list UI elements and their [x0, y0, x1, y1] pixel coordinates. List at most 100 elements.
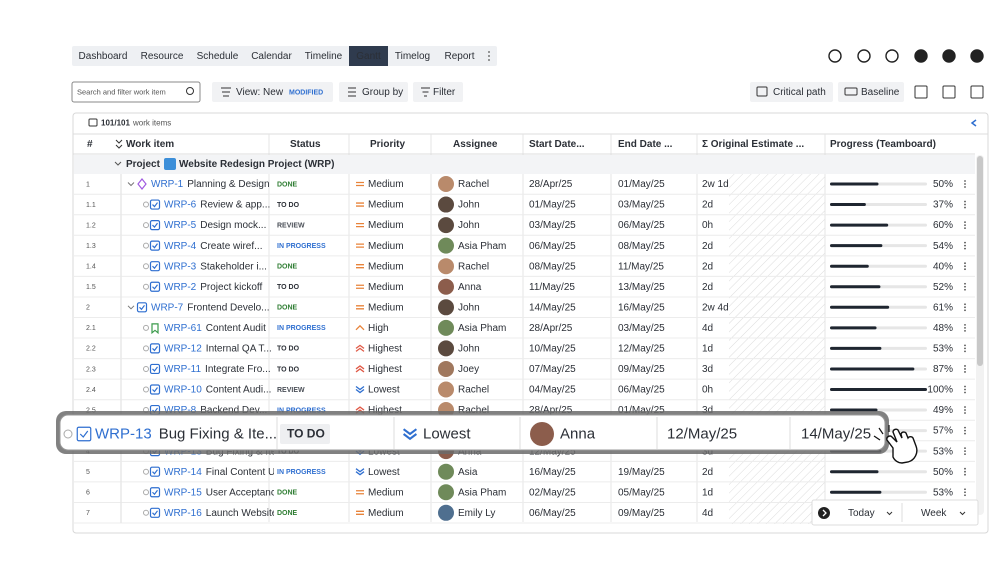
group-by-button[interactable]: Group by — [362, 87, 403, 98]
work-item-key[interactable]: WRP-6 — [164, 200, 197, 211]
toolbar-icon[interactable] — [942, 49, 956, 63]
task-check — [79, 430, 89, 438]
critical-path-button[interactable]: Critical path — [773, 87, 826, 98]
caret[interactable] — [127, 182, 135, 187]
column-header[interactable]: Work item — [126, 139, 174, 150]
baseline-button[interactable]: Baseline — [861, 87, 900, 98]
nav-tab[interactable]: Schedule — [197, 51, 239, 62]
tree-dot — [143, 345, 149, 352]
toolbar-icon[interactable] — [914, 85, 928, 99]
work-item-key[interactable]: WRP-8 — [164, 405, 197, 416]
column-header[interactable]: Σ Original Estimate ... — [702, 139, 804, 150]
row-menu-dot — [964, 412, 966, 414]
task-icon — [149, 199, 161, 210]
search-box[interactable] — [71, 81, 201, 103]
column-header[interactable]: Status — [290, 139, 321, 150]
more-dot — [488, 51, 490, 53]
work-item-key[interactable]: WRP-11 — [164, 364, 201, 375]
work-item-key[interactable]: WRP-4 — [164, 241, 197, 252]
avatar — [438, 340, 454, 357]
collapse-icon[interactable] — [970, 119, 977, 127]
row-menu-dot — [964, 347, 966, 350]
nav-tab[interactable]: Gantt — [356, 51, 381, 62]
estimate: 2d — [702, 200, 713, 211]
toolbar-button[interactable] — [339, 82, 408, 102]
progress-bar — [830, 408, 878, 412]
caret[interactable] — [127, 305, 135, 310]
progress-bar — [830, 490, 882, 494]
priority-icon — [356, 305, 364, 310]
toolbar-icon[interactable] — [885, 49, 899, 63]
toolbar-icon[interactable] — [970, 49, 984, 63]
work-item-key[interactable]: WRP-61 — [164, 323, 202, 334]
row-menu-dot — [964, 371, 966, 373]
column-header[interactable]: Start Date... — [529, 139, 585, 150]
toolbar-icon[interactable] — [970, 85, 984, 99]
start-date: 28/Apr/25 — [529, 405, 573, 416]
work-item-key[interactable]: WRP-16 — [164, 508, 202, 519]
task-icon — [136, 302, 148, 313]
toolbar-button[interactable] — [750, 82, 833, 102]
caret — [114, 161, 122, 166]
work-item-key[interactable]: WRP-1 — [151, 179, 184, 190]
work-item-key[interactable]: WRP-3 — [164, 261, 197, 272]
status-badge: TO DO — [287, 427, 325, 441]
task-icon — [149, 466, 161, 477]
toolbar-icon[interactable] — [914, 49, 928, 63]
nav-tab[interactable]: Calendar — [251, 51, 292, 62]
progress-label: 37% — [933, 200, 953, 211]
toolbar-button[interactable] — [413, 82, 463, 102]
column-header[interactable]: End Date ... — [618, 139, 673, 150]
work-item-key[interactable]: WRP-12 — [164, 344, 202, 355]
column-header[interactable]: Progress (Teamboard) — [830, 139, 936, 150]
priority-icon — [355, 344, 365, 352]
today-button[interactable]: Today — [848, 508, 875, 519]
row-menu-dot — [964, 494, 966, 497]
toolbar-button[interactable] — [212, 82, 333, 102]
nav-tab[interactable]: Report — [444, 51, 474, 62]
week-select[interactable]: Week — [921, 508, 947, 519]
scroll-thumb[interactable] — [977, 156, 983, 366]
dragged-row[interactable] — [59, 414, 886, 451]
filter-button[interactable]: Filter — [433, 87, 456, 98]
estimate: 2d — [702, 282, 713, 293]
work-item-key[interactable]: WRP-7 — [151, 302, 184, 313]
row-number: 7 — [86, 510, 90, 517]
column-header[interactable]: # — [87, 139, 93, 150]
prev-button[interactable] — [818, 507, 830, 519]
priority: Lowest — [368, 385, 400, 396]
status-badge-bg — [274, 260, 342, 273]
work-item-title: Content Audi... — [206, 385, 272, 396]
toolbar-icon[interactable] — [857, 49, 871, 63]
work-item-title: Project kickoff — [200, 282, 262, 293]
column-header[interactable]: Assignee — [453, 139, 498, 150]
assignee: John — [458, 200, 480, 211]
work-item-key[interactable]: WRP-15 — [164, 487, 202, 498]
work-item-key[interactable]: WRP-10 — [164, 385, 202, 396]
end-date: 09/May/25 — [618, 364, 665, 375]
search-icon — [186, 87, 194, 95]
nav-tab[interactable]: Timelog — [395, 51, 430, 62]
nav-tab[interactable]: Timeline — [305, 51, 343, 62]
work-item-key[interactable]: WRP-5 — [164, 220, 197, 231]
toolbar-icon[interactable] — [828, 49, 842, 63]
toolbar-button[interactable] — [838, 82, 904, 102]
dragged-assignee: Anna — [560, 425, 596, 442]
avatar — [438, 504, 454, 521]
assignee: Emily Ly — [458, 508, 495, 519]
chevron — [886, 511, 893, 516]
row-number: 2 — [86, 305, 90, 312]
column-header[interactable]: Priority — [370, 139, 405, 150]
avatar — [438, 360, 454, 377]
nav-tab[interactable]: Resource — [141, 51, 184, 62]
task-icon — [149, 384, 161, 395]
work-item-key[interactable]: WRP-14 — [164, 467, 202, 478]
view-button[interactable]: View: New — [236, 87, 284, 98]
progress-bar — [830, 285, 881, 289]
toolbar-icon[interactable] — [942, 85, 956, 99]
priority: Medium — [368, 282, 404, 293]
nav-tab[interactable]: Dashboard — [79, 51, 128, 62]
row-menu-dot — [964, 388, 966, 391]
work-item-key[interactable]: WRP-2 — [164, 282, 197, 293]
priority: High — [368, 323, 389, 334]
